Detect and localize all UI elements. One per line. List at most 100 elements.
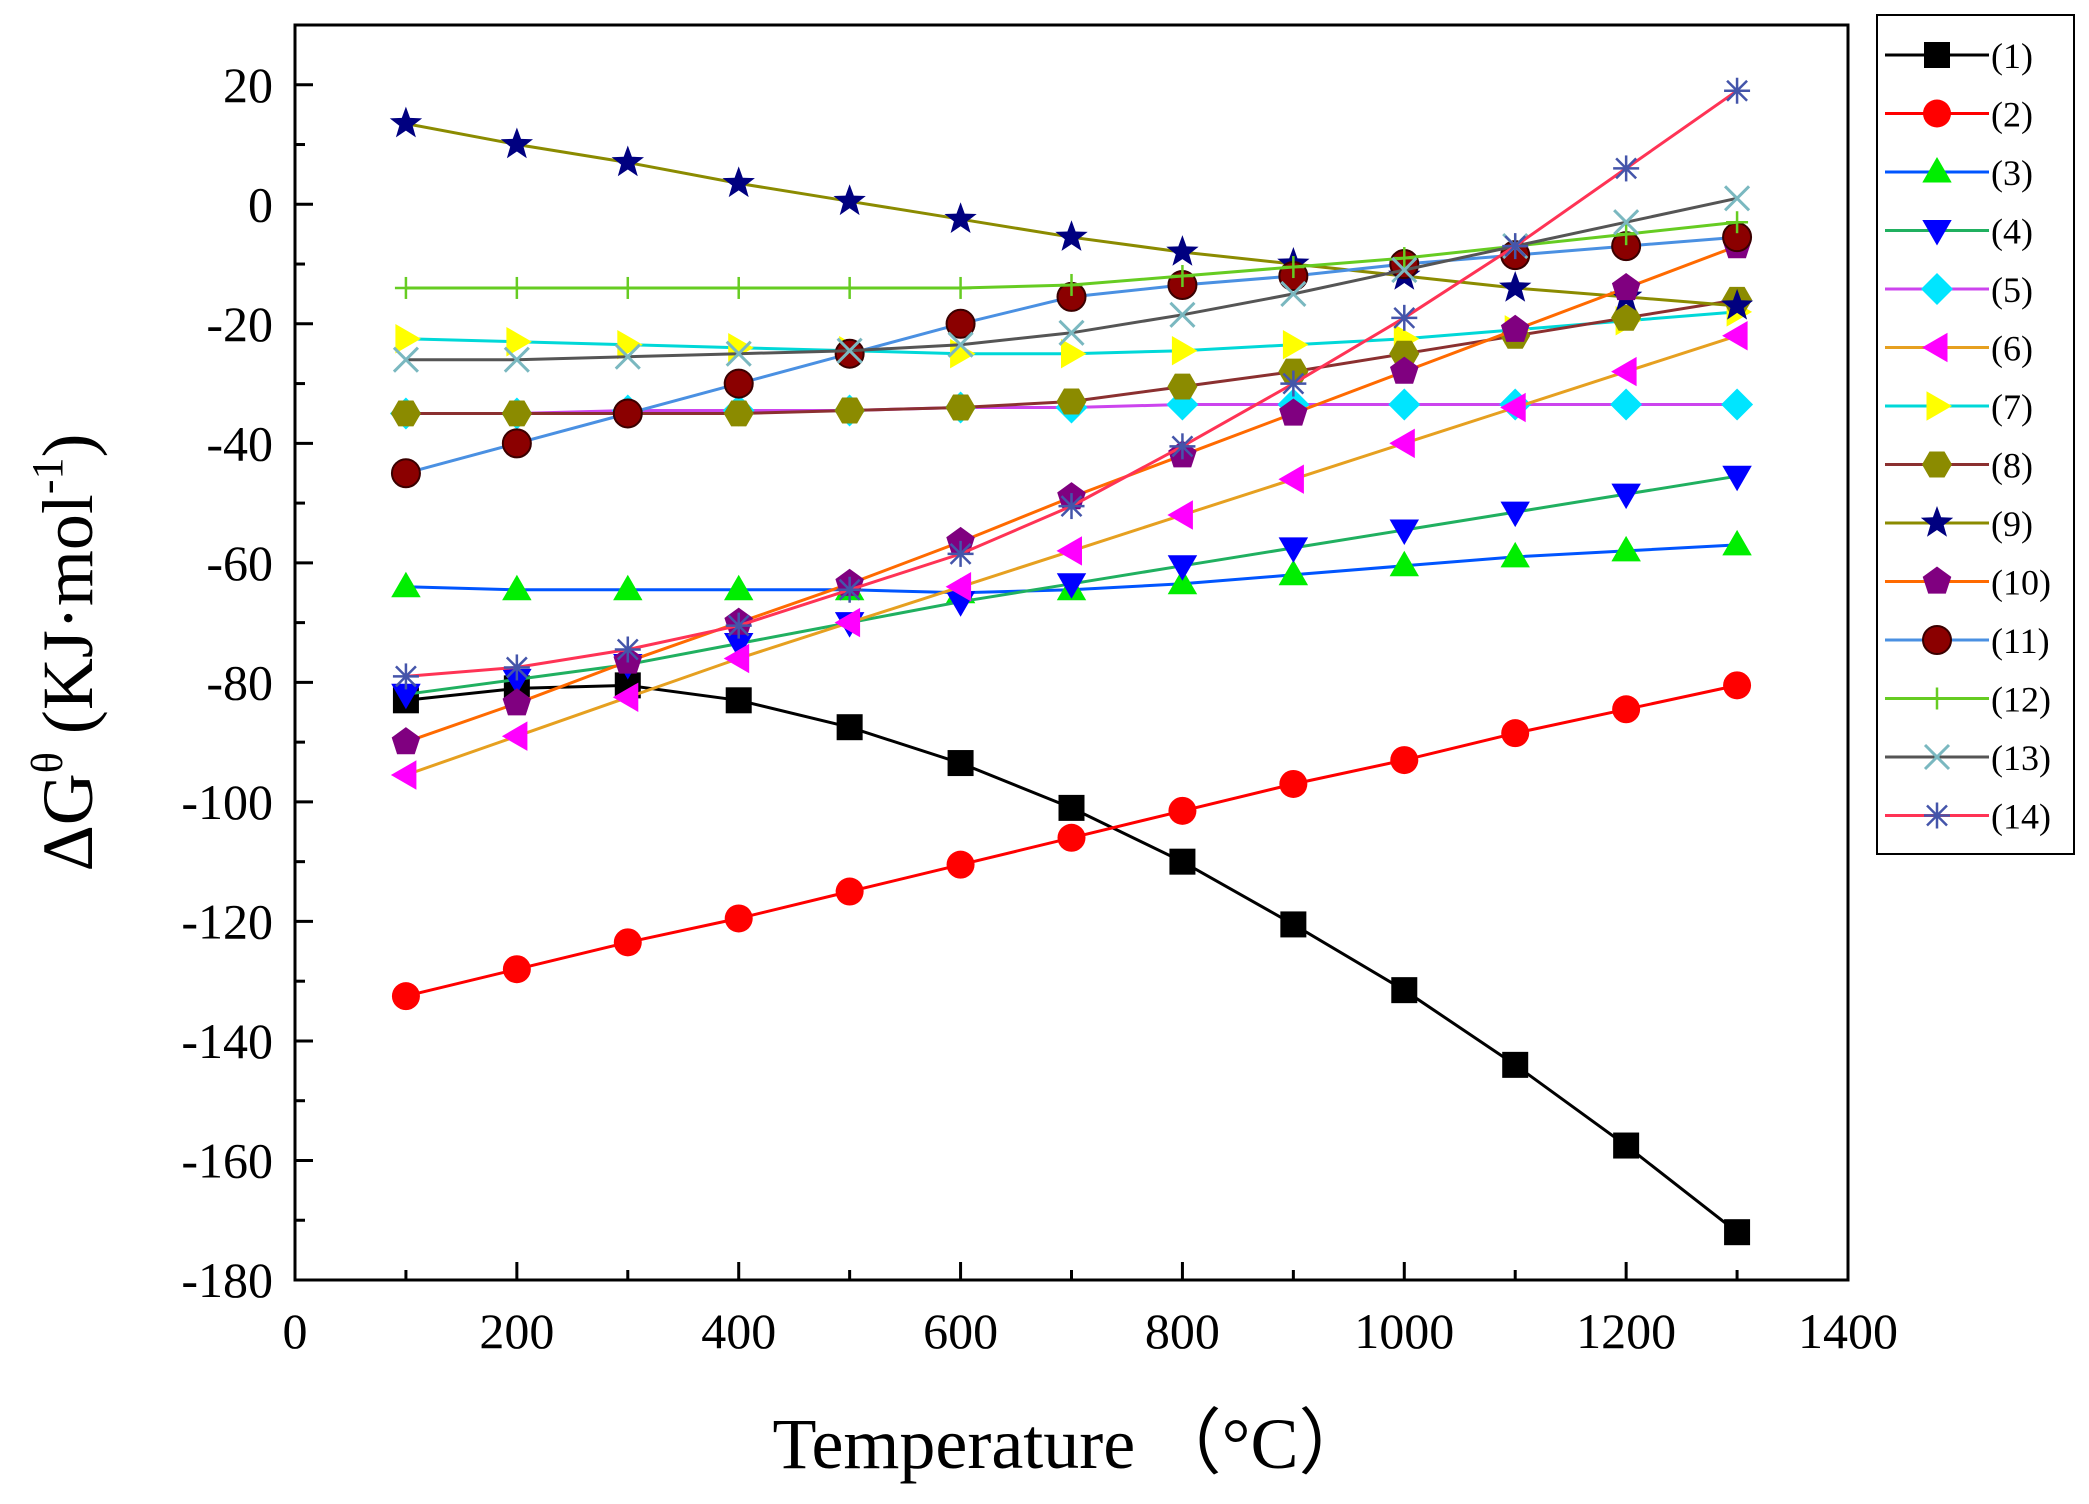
data-point (391, 982, 420, 1011)
marker-stroke (1282, 372, 1305, 395)
data-point (945, 394, 976, 421)
data-point (945, 572, 972, 602)
series-14 (392, 77, 1751, 690)
marker-stroke (505, 656, 528, 679)
axes: 0 200 400 600 800 1000 1200 1400-180-160-140-12… (181, 23, 1898, 1359)
data-point (502, 574, 532, 601)
data-point (395, 324, 421, 354)
x-tick-label: 0 (283, 1303, 308, 1359)
data-point (1390, 746, 1419, 775)
y-tick-label: -120 (181, 893, 273, 949)
data-point (946, 850, 975, 879)
data-point (1167, 373, 1198, 400)
legend-marker (1922, 220, 1952, 246)
marker-stroke (1169, 301, 1196, 328)
legend: (1) (2) (3) (4) (5) (6) (7) (8) (9) (10) (11) (12) (… (1876, 14, 2075, 855)
data-point (1389, 428, 1415, 459)
data-point (1391, 256, 1418, 284)
marker-stroke (949, 543, 972, 565)
data-point (506, 327, 532, 357)
marker-stroke (1724, 185, 1751, 212)
marker-stroke (1613, 209, 1640, 236)
marker-stroke (727, 614, 750, 637)
legend-item: (1) (1885, 36, 2033, 76)
x-axis-title: Temperature （°C） (773, 1404, 1371, 1484)
legend-item: (14) (1885, 797, 2051, 837)
x-tick-label: 1000 (1354, 1303, 1454, 1359)
plot-area (389, 77, 1754, 1246)
data-point (1056, 536, 1082, 566)
data-point (1499, 271, 1532, 302)
legend-item: (5) (1885, 270, 2033, 310)
data-point (1500, 501, 1530, 528)
legend-item: (10) (1885, 563, 2051, 603)
data-point (390, 400, 421, 427)
legend-item: (4) (1885, 212, 2033, 252)
data-point (1278, 559, 1309, 586)
data-point (501, 721, 528, 751)
legend-item: (2) (1885, 95, 2033, 135)
data-point (1500, 392, 1526, 423)
data-point (835, 877, 864, 906)
legend-label: (8) (1991, 446, 2033, 486)
data-point (614, 343, 641, 370)
data-point (1280, 911, 1307, 938)
data-point (1722, 321, 1748, 351)
legend-item: (7) (1885, 387, 2033, 427)
data-point (727, 276, 750, 299)
data-point (1722, 465, 1752, 492)
y-axis-title-unit: (KJ·mol (28, 494, 108, 752)
data-point (612, 398, 643, 429)
data-point (1061, 339, 1087, 369)
data-point (1169, 301, 1196, 328)
data-point (1500, 314, 1530, 342)
marker-stroke (1391, 256, 1418, 284)
data-point (1615, 223, 1638, 246)
marker-stroke (616, 638, 639, 661)
legend-label: (1) (1991, 36, 2033, 76)
data-point (1611, 356, 1637, 387)
data-point (1391, 304, 1418, 331)
legend-marker (1922, 451, 1952, 478)
data-point (724, 633, 754, 659)
data-point (947, 540, 974, 567)
data-point (1282, 256, 1305, 279)
data-point (391, 683, 421, 710)
data-point (390, 458, 421, 489)
y-tick-label: -60 (206, 535, 273, 591)
data-point (1724, 77, 1751, 104)
legend-item: (12) (1885, 680, 2051, 720)
legend-marker (1922, 625, 1952, 655)
data-point (1278, 464, 1304, 494)
data-point (1724, 1219, 1751, 1246)
data-point (944, 202, 977, 233)
data-point (1168, 796, 1197, 825)
data-point (1611, 483, 1641, 510)
data-point (505, 276, 528, 299)
marker-stroke (1615, 157, 1638, 180)
data-point (1500, 541, 1530, 568)
data-point (1389, 519, 1419, 545)
marker-stroke (1060, 495, 1083, 517)
data-point (1279, 398, 1308, 426)
data-point (1391, 977, 1418, 1004)
data-point (503, 346, 530, 373)
data-point (1171, 265, 1194, 287)
data-point (502, 955, 531, 984)
marker-stroke (947, 331, 974, 358)
data-point (613, 928, 642, 957)
data-point (1389, 340, 1420, 367)
data-point (1279, 769, 1308, 798)
data-point (1721, 388, 1754, 421)
legend-marker (1924, 42, 1950, 68)
y-tick-label: -20 (206, 296, 273, 352)
data-point (611, 145, 644, 177)
data-point (614, 636, 641, 663)
data-point (725, 340, 752, 367)
legend-item: (9) (1885, 504, 2033, 544)
legend-box (1876, 14, 2075, 855)
marker-stroke (1926, 804, 1948, 827)
data-point (1058, 319, 1085, 346)
legend-label: (7) (1991, 387, 2033, 427)
